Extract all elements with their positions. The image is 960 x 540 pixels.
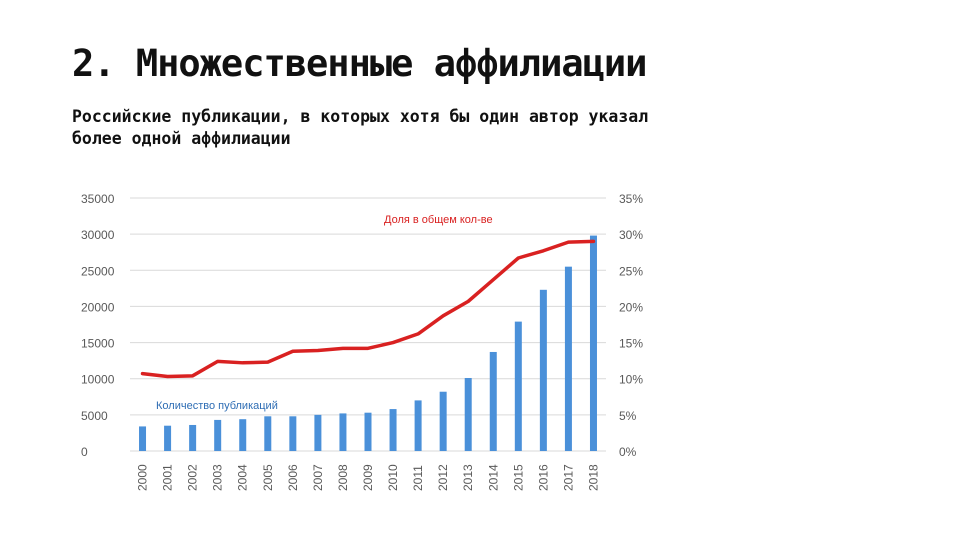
x-axis-tick-label: 2009	[361, 464, 375, 491]
x-axis-tick-label: 2013	[461, 464, 475, 491]
bar	[139, 426, 147, 451]
bar	[314, 414, 322, 451]
right-axis-tick-label: 25%	[619, 264, 643, 278]
x-axis-tick-label: 2016	[536, 464, 550, 491]
share-line	[140, 239, 596, 379]
right-axis-tick-label: 15%	[619, 337, 643, 351]
series-labels: Доля в общем кол-ве Количество публикаций	[156, 214, 493, 412]
bar	[364, 412, 372, 451]
right-axis-tick-label: 30%	[619, 228, 643, 242]
right-axis-tick-label: 35%	[619, 192, 643, 206]
left-axis-tick-label: 35000	[81, 192, 115, 206]
x-axis-tick-label: 2007	[311, 464, 325, 491]
bar	[164, 425, 172, 451]
gridlines	[130, 197, 606, 452]
line-point	[191, 374, 194, 378]
line-point	[391, 341, 395, 344]
line-point	[216, 360, 219, 363]
line-point	[241, 361, 244, 365]
x-axis-tick-label: 2015	[511, 464, 525, 491]
x-axis-ticks: 2000 2001 2002 2003 2004 2005 2006 2007 2008 2009…	[136, 464, 601, 491]
line-point	[166, 375, 169, 378]
left-axis-tick-label: 0	[81, 445, 88, 459]
bar	[239, 419, 247, 451]
right-axis-tick-label: 20%	[619, 300, 643, 314]
line-point	[416, 332, 420, 336]
bar-series-label: Количество публикаций	[156, 400, 278, 412]
bar	[464, 377, 472, 451]
line-series	[140, 239, 596, 379]
line-point	[141, 372, 144, 375]
line-point	[441, 314, 445, 318]
line-series-label: Доля в общем кол-ве	[384, 214, 493, 226]
bar	[289, 416, 297, 451]
x-axis-tick-label: 2001	[161, 464, 175, 491]
right-axis-tick-label: 5%	[619, 409, 637, 423]
bar	[539, 289, 547, 451]
line-point	[467, 300, 470, 303]
x-axis-tick-label: 2000	[136, 464, 150, 491]
left-axis-tick-label: 30000	[81, 228, 115, 242]
bar	[439, 391, 447, 451]
line-point	[316, 349, 320, 352]
x-axis-tick-label: 2012	[436, 464, 450, 491]
bar	[189, 424, 197, 451]
bar	[339, 413, 347, 451]
x-axis-tick-label: 2010	[386, 464, 400, 491]
right-axis-tick-label: 0%	[619, 445, 637, 459]
bar	[564, 266, 572, 451]
line-point	[266, 360, 269, 364]
line-point	[492, 278, 495, 281]
left-axis-ticks: 0 5000 10000 15000 20000 25000 30000 35000	[81, 192, 115, 459]
left-axis-tick-label: 20000	[81, 300, 115, 314]
right-axis-tick-label: 10%	[619, 373, 643, 387]
x-axis-tick-label: 2017	[561, 464, 575, 491]
x-axis-tick-label: 2014	[486, 464, 500, 491]
x-axis-tick-label: 2018	[586, 464, 600, 491]
bar	[214, 419, 222, 451]
line-point	[592, 240, 595, 243]
bar	[414, 400, 422, 451]
x-axis-tick-label: 2002	[186, 464, 200, 491]
x-axis-tick-label: 2008	[336, 464, 350, 491]
bar	[514, 321, 522, 451]
left-axis-tick-label: 25000	[81, 264, 115, 278]
left-axis-tick-label: 5000	[81, 409, 108, 423]
right-axis-ticks: 0% 5% 10% 15% 20% 25% 30% 35%	[619, 192, 643, 459]
bar	[589, 235, 597, 451]
bar	[264, 416, 272, 451]
x-axis-tick-label: 2005	[261, 464, 275, 491]
bar	[489, 351, 497, 451]
x-axis-tick-label: 2011	[411, 465, 425, 491]
slide-subtitle: Российские публикации, в которых хотя бы…	[72, 107, 649, 148]
line-point	[567, 240, 570, 244]
line-point	[542, 249, 545, 252]
line-point	[517, 256, 520, 260]
bar-series	[139, 235, 597, 451]
line-point	[341, 347, 345, 350]
slide-title: 2. Множественные аффилиации	[72, 42, 647, 85]
x-axis-tick-label: 2004	[236, 464, 250, 491]
line-point	[291, 350, 295, 353]
left-axis-tick-label: 10000	[81, 373, 115, 387]
left-axis-tick-label: 15000	[81, 337, 115, 351]
bar	[389, 409, 397, 451]
x-axis-tick-label: 2003	[211, 464, 225, 491]
line-point	[366, 347, 370, 350]
x-axis-tick-label: 2006	[286, 464, 300, 491]
